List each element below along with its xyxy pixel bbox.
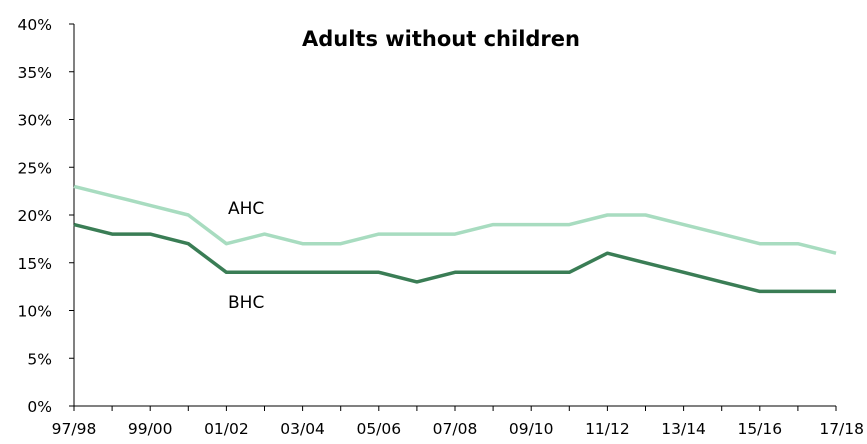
x-tick-label: 03/04: [280, 420, 325, 438]
x-axis: 97/98 99/00 01/02 03/04 05/06 07/08 09/10 11/12…: [52, 405, 864, 438]
y-tick-label: 30%: [18, 112, 52, 130]
x-tick-label: 15/16: [737, 420, 782, 438]
series-lines: [73, 184, 837, 294]
y-tick-label: 5%: [27, 350, 52, 368]
x-tick-label: 09/10: [509, 420, 554, 438]
series-label-bhc: BHC: [228, 293, 264, 313]
y-tick-label: 0%: [27, 398, 52, 416]
x-tick-label: 97/98: [52, 420, 97, 438]
x-tick-label: 17/18: [819, 420, 864, 438]
series-line-bhc: [73, 222, 836, 294]
y-tick-label: 10%: [18, 303, 52, 321]
x-tick-label: 13/14: [661, 420, 706, 438]
y-tick-label: 20%: [18, 207, 52, 225]
x-tick-label: 99/00: [128, 420, 173, 438]
y-tick-label: 35%: [18, 64, 52, 82]
x-tick-label: 11/12: [585, 420, 630, 438]
y-tick-label: 15%: [18, 255, 52, 273]
y-tick-label: 40%: [18, 16, 52, 34]
x-tick-label: 01/02: [204, 420, 249, 438]
y-tick-label: 25%: [18, 159, 52, 177]
series-line-ahc: [73, 184, 837, 255]
x-tick-label: 05/06: [356, 420, 401, 438]
chart-title: Adults without children: [302, 27, 580, 51]
x-tick-label: 07/08: [433, 420, 478, 438]
y-axis: 0% 5% 10% 15% 20% 25% 30% 35% 40%: [18, 16, 75, 416]
series-label-ahc: AHC: [228, 199, 264, 219]
